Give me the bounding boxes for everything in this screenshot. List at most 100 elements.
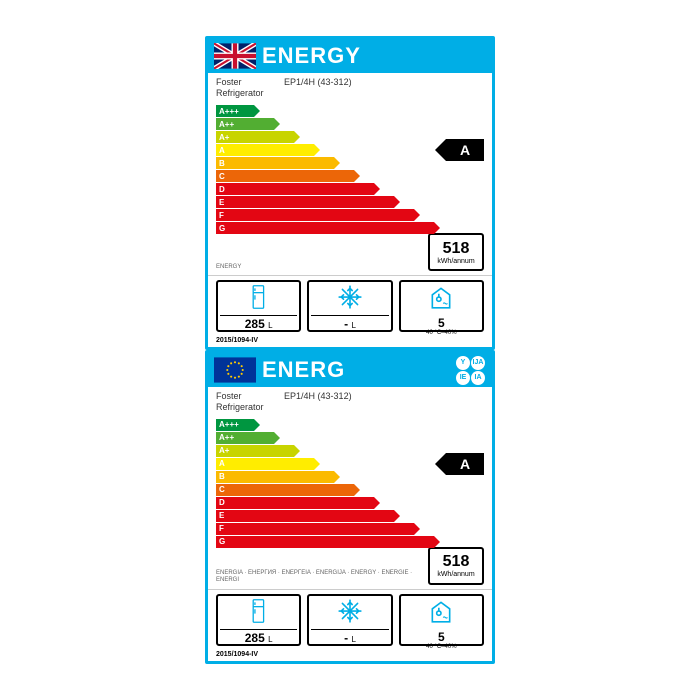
efficiency-bar-G: G xyxy=(216,536,434,548)
mid-section: ENERGY 518 kWh/annum xyxy=(208,231,492,273)
climate-class-box: 5 40 °C–40% xyxy=(399,280,484,332)
bar-label: G xyxy=(216,224,225,233)
rating-pointer: A xyxy=(435,453,484,475)
efficiency-bar-A+++: A+++ xyxy=(216,419,254,431)
energy-multilang: ENERGIA · ЕНЕРГИЯ · ΕΝΕΡΓΕΙΑ · ENERGIJA … xyxy=(216,570,428,584)
energy-label: ENERGY Foster EP1/4H (43-312) Refrigerat… xyxy=(205,36,495,350)
suffix-badge: IJA xyxy=(471,356,485,370)
icon-row: 285 L - L 5 40 °C–40% xyxy=(208,275,492,336)
fridge-value: 285 xyxy=(245,317,265,331)
bar-label: A+++ xyxy=(216,107,239,116)
efficiency-bar-G: G xyxy=(216,222,434,234)
efficiency-bar-A: A xyxy=(216,144,314,156)
model: EP1/4H (43-312) xyxy=(284,391,352,401)
climate-class-box: 5 40 °C–40% xyxy=(399,594,484,646)
bar-label: E xyxy=(216,198,224,207)
fridge-icon xyxy=(248,598,269,629)
consumption-value: 518 xyxy=(443,553,470,571)
efficiency-row: E xyxy=(216,196,484,208)
bar-label: B xyxy=(216,159,225,168)
efficiency-bar-A+++: A+++ xyxy=(216,105,254,117)
efficiency-row: C xyxy=(216,170,484,182)
bar-label: A+ xyxy=(216,446,229,455)
efficiency-row: A+++ xyxy=(216,105,484,117)
bar-label: A xyxy=(216,146,225,155)
product-info: Foster EP1/4H (43-312) Refrigerator xyxy=(208,387,492,415)
bar-label: B xyxy=(216,472,225,481)
efficiency-row: A++ xyxy=(216,118,484,130)
suffix-badge: IA xyxy=(471,371,485,385)
label-header: ENERGY xyxy=(208,39,492,73)
bar-label: D xyxy=(216,498,225,507)
bar-label: C xyxy=(216,172,225,181)
efficiency-row: D xyxy=(216,497,484,509)
product-type: Refrigerator xyxy=(216,402,264,412)
efficiency-bar-D: D xyxy=(216,183,374,195)
freezer-volume-box: - L xyxy=(307,280,392,332)
rating-value: A xyxy=(446,453,484,475)
efficiency-bar-A+: A+ xyxy=(216,445,294,457)
snowflake-icon xyxy=(337,284,363,315)
freezer-unit: L xyxy=(351,321,355,330)
label-header: ENERG YIJAIEIA xyxy=(208,353,492,387)
model: EP1/4H (43-312) xyxy=(284,77,352,87)
bar-label: A++ xyxy=(216,120,234,129)
bar-label: A++ xyxy=(216,433,234,442)
bar-label: C xyxy=(216,485,225,494)
efficiency-bar-A: A xyxy=(216,458,314,470)
efficiency-row: D xyxy=(216,183,484,195)
product-type: Refrigerator xyxy=(216,88,264,98)
fridge-unit: L xyxy=(268,635,272,644)
bar-label: F xyxy=(216,524,224,533)
pointer-arrow-icon xyxy=(435,453,446,475)
efficiency-row: C xyxy=(216,484,484,496)
fridge-value: 285 xyxy=(245,631,265,645)
efficiency-bar-D: D xyxy=(216,497,374,509)
efficiency-chart: A+++ A++ A+ A xyxy=(208,415,492,545)
bar-label: F xyxy=(216,211,224,220)
pointer-arrow-icon xyxy=(435,139,446,161)
brand: Foster xyxy=(216,391,242,401)
bar-label: G xyxy=(216,537,225,546)
bar-label: D xyxy=(216,185,225,194)
bar-label: A+++ xyxy=(216,420,239,429)
consumption-value: 518 xyxy=(443,240,470,258)
efficiency-bar-B: B xyxy=(216,157,334,169)
suffix-badge: Y xyxy=(456,356,470,370)
climate-icon xyxy=(428,598,454,629)
efficiency-bar-C: C xyxy=(216,170,354,182)
efficiency-row: A+++ xyxy=(216,419,484,431)
mid-section: ENERGIA · ЕНЕРГИЯ · ΕΝΕΡΓΕΙΑ · ENERGIJA … xyxy=(208,545,492,587)
uk-flag-icon xyxy=(214,43,256,69)
climate-value: 5 xyxy=(438,316,445,330)
efficiency-row: F xyxy=(216,209,484,221)
efficiency-row: G xyxy=(216,222,484,234)
energy-title: ENERG xyxy=(262,357,450,383)
climate-value: 5 xyxy=(438,630,445,644)
consumption-unit: kWh/annum xyxy=(437,571,474,578)
consumption-box: 518 kWh/annum xyxy=(428,547,484,585)
efficiency-chart: A+++ A++ A+ A xyxy=(208,101,492,231)
efficiency-bar-A++: A++ xyxy=(216,432,274,444)
efficiency-bar-F: F xyxy=(216,209,414,221)
bar-label: A xyxy=(216,459,225,468)
freezer-value: - xyxy=(344,631,348,645)
eu-flag-icon xyxy=(214,357,256,383)
rating-pointer: A xyxy=(435,139,484,161)
efficiency-row: A++ xyxy=(216,432,484,444)
bar-label: A+ xyxy=(216,133,229,142)
icon-row: 285 L - L 5 40 °C–40% xyxy=(208,589,492,650)
regulation: 2015/1094-IV xyxy=(208,650,492,661)
energy-title: ENERGY xyxy=(262,43,486,69)
efficiency-bar-E: E xyxy=(216,510,394,522)
energy-label: ENERG YIJAIEIA Foster EP1/4H (43-312) Re… xyxy=(205,350,495,664)
consumption-unit: kWh/annum xyxy=(437,258,474,265)
freezer-volume-box: - L xyxy=(307,594,392,646)
fridge-unit: L xyxy=(268,321,272,330)
rating-value: A xyxy=(446,139,484,161)
fridge-volume-box: 285 L xyxy=(216,280,301,332)
bar-label: E xyxy=(216,511,224,520)
consumption-box: 518 kWh/annum xyxy=(428,233,484,271)
climate-icon xyxy=(428,284,454,315)
efficiency-bar-F: F xyxy=(216,523,414,535)
